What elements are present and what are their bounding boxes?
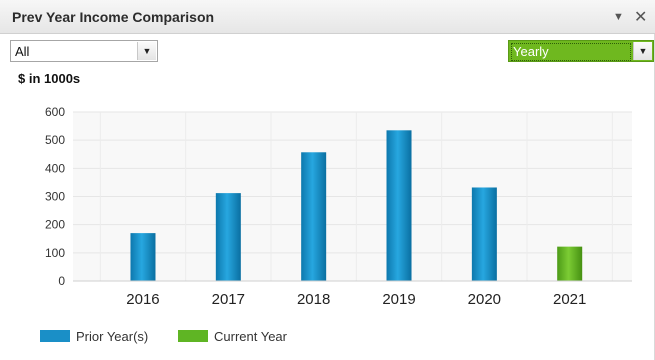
- legend-swatch: [178, 330, 208, 342]
- x-tick-label: 2017: [212, 291, 245, 308]
- bar-2016: [130, 233, 156, 281]
- legend-swatch: [40, 330, 70, 342]
- x-tick-label: 2021: [553, 291, 586, 308]
- x-tick-label: 2019: [382, 291, 415, 308]
- units-label: $ in 1000s: [18, 71, 81, 86]
- close-icon[interactable]: ✕: [634, 9, 648, 26]
- y-tick-label: 600: [45, 105, 65, 119]
- y-tick-label: 300: [45, 190, 65, 204]
- x-tick-label: 2020: [468, 291, 501, 308]
- bar-2019: [386, 130, 412, 281]
- x-tick-label: 2016: [126, 291, 159, 308]
- period-focus-outline: [511, 43, 631, 61]
- filter-dropdown-value: All: [15, 44, 30, 59]
- bar-2020: [471, 187, 497, 281]
- chevron-down-icon[interactable]: ▼: [633, 42, 652, 60]
- y-tick-label: 200: [45, 218, 65, 232]
- y-tick-label: 500: [45, 133, 65, 147]
- y-tick-label: 0: [58, 274, 65, 288]
- bar-2017: [215, 193, 241, 281]
- chevron-down-icon[interactable]: ▼: [613, 11, 624, 23]
- legend-label: Current Year: [214, 329, 288, 344]
- widget-titlebar: Prev Year Income Comparison ▼ ✕: [0, 0, 655, 34]
- period-dropdown[interactable]: Yearly ▼: [508, 40, 654, 62]
- widget-title: Prev Year Income Comparison: [12, 9, 215, 25]
- filter-dropdown[interactable]: All ▼: [10, 40, 158, 62]
- chevron-down-icon[interactable]: ▼: [137, 42, 156, 60]
- bar-2021: [557, 246, 583, 281]
- y-tick-label: 100: [45, 246, 65, 260]
- y-tick-label: 400: [45, 161, 65, 175]
- legend-label: Prior Year(s): [76, 329, 148, 344]
- x-tick-label: 2018: [297, 291, 330, 308]
- bar-2018: [301, 152, 327, 281]
- period-dropdown-value: Yearly: [513, 44, 549, 59]
